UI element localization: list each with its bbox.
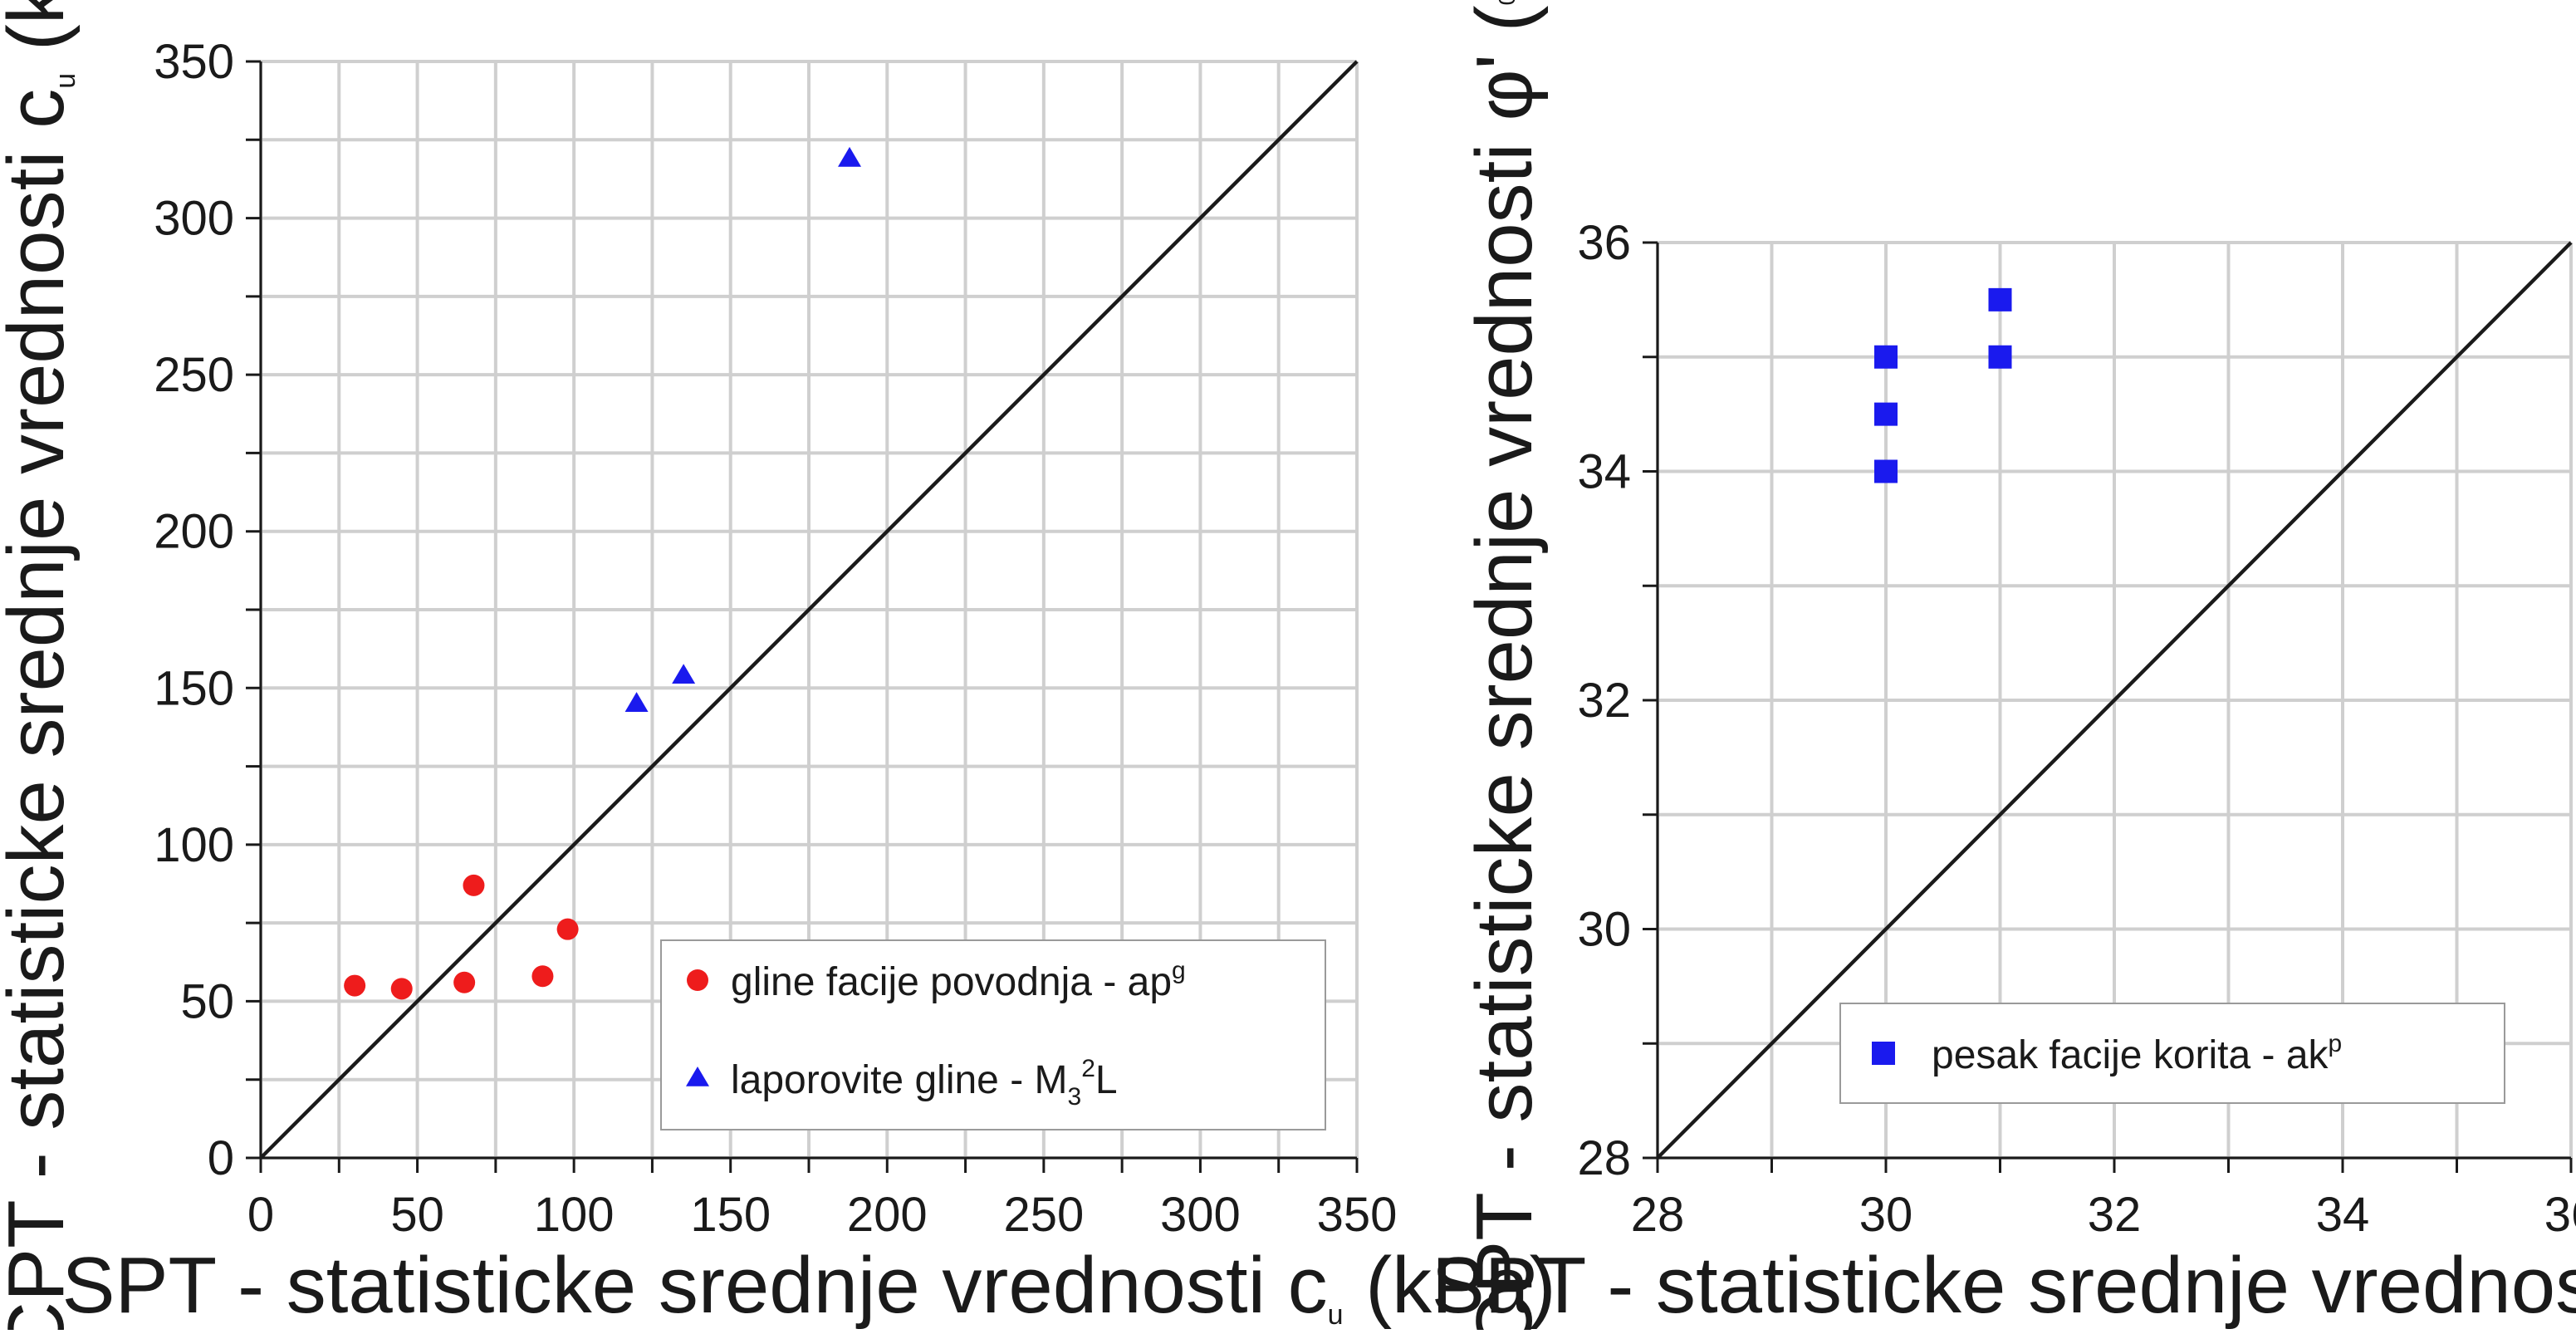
data-point-square [1874,402,1898,426]
y-tick-label: 34 [1577,445,1631,499]
legend-marker-triangle [686,1067,709,1086]
legend-label-laporovite: laporovite gline - M32L [731,1055,1118,1111]
data-point-circle [344,974,366,997]
data-point-square [1874,459,1898,483]
y-axis-title: CPT - statisticke srednje vrednosti φ' (… [1460,0,1549,1330]
ticks: 0 50 100 150 200 250 300 350 0 50 100 150 200 250 300 3… [154,35,1397,1242]
x-tick-label: 300 [1160,1188,1241,1242]
y-tick-label: 50 [180,974,234,1028]
y-tick-label: 300 [154,192,234,246]
legend-box [660,939,1326,1130]
reference-line-1-to-1 [259,60,1359,1160]
legend-marker-circle [687,969,708,991]
x-tick-label: 36 [2544,1188,2576,1242]
data-point-square [1988,345,2012,369]
data-point-triangle [624,692,649,712]
x-tick-label: 250 [1003,1188,1084,1242]
reference-line-1-to-1 [1656,241,2573,1160]
legend-label-gline: gline facije povodnja - apg [731,957,1186,1004]
data-point-triangle [838,146,862,167]
x-tick-label: 32 [2088,1188,2142,1242]
x-tick-label: 150 [690,1188,771,1242]
legend-marker-square [1872,1042,1895,1065]
legend: gline facije povodnja - apg laporovite gl… [660,939,1326,1130]
phi-comparison-chart: 28 30 32 34 36 28 30 32 34 36 pesak facije korita… [1432,0,2576,1334]
y-tick-label: 350 [154,35,234,89]
x-tick-label: 34 [2316,1188,2370,1242]
y-tick-label: 250 [154,348,234,402]
data-point-square [1988,287,2012,311]
ticks: 28 30 32 34 36 28 30 32 34 36 [1577,216,2576,1242]
reference-line-group [1656,241,2573,1160]
y-axis-title: CPT - statisticke srednje vrednosti cu (… [0,0,81,1330]
data-points [344,146,862,1000]
data-point-circle [463,874,485,896]
data-point-circle [390,978,413,1000]
data-point-circle [531,965,554,988]
y-tick-label: 200 [154,505,234,559]
x-tick-label: 0 [247,1188,274,1242]
legend: pesak facije korita - akp [1839,1003,2505,1104]
x-tick-label: 50 [390,1188,444,1242]
data-point-circle [556,918,579,940]
data-point-circle [453,971,476,993]
reference-line-group [259,60,1359,1160]
data-point-triangle [672,664,696,684]
cu-comparison-chart: 0 50 100 150 200 250 300 350 0 50 100 150 200 250 300 3… [0,0,1556,1334]
y-tick-label: 0 [208,1131,234,1185]
y-tick-label: 100 [154,818,234,872]
x-tick-label: 350 [1317,1188,1398,1242]
x-axis-title: SPT - statisticke srednje vrednosti φ (0… [1432,1241,2576,1330]
y-tick-label: 150 [154,661,234,715]
y-tick-label: 28 [1577,1131,1631,1185]
x-tick-label: 200 [847,1188,928,1242]
data-point-square [1874,345,1898,369]
legend-box [1839,1003,2505,1104]
x-axis-title: SPT - statisticke srednje vrednosti cu (… [61,1241,1555,1330]
y-tick-label: 30 [1577,903,1631,957]
data-points [1874,287,2012,483]
x-tick-label: 30 [1859,1188,1913,1242]
legend-label-pesak: pesak facije korita - akp [1932,1030,2342,1077]
x-tick-label: 100 [534,1188,615,1242]
y-tick-label: 36 [1577,216,1631,270]
y-tick-label: 32 [1577,674,1631,728]
x-tick-label: 28 [1631,1188,1685,1242]
